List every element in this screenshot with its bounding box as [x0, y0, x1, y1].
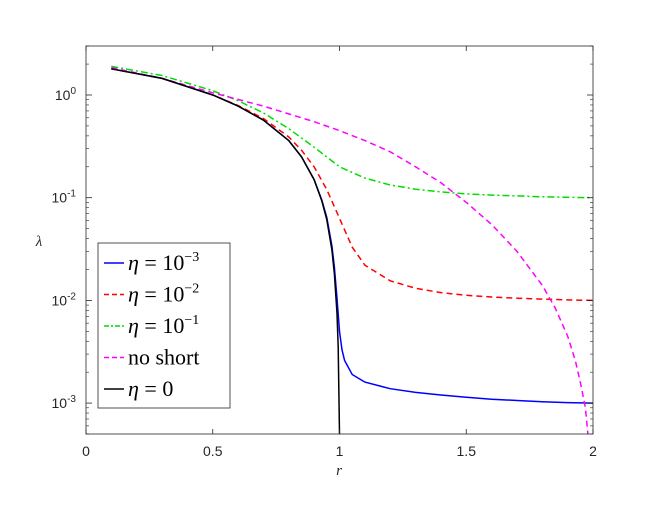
- series-line-4: [111, 66, 589, 434]
- series-line-5: [111, 68, 341, 434]
- legend-label: η = 10−2: [128, 282, 199, 307]
- y-tick-label: 100: [55, 86, 77, 103]
- x-tick-label: 1: [336, 443, 344, 459]
- series-line-3: [111, 65, 593, 199]
- x-tick-label: 2: [589, 443, 597, 459]
- series-line-2: [111, 68, 593, 302]
- axes-layer: 0 0.5 1 1.5 2 100 10-1 10-2 10-3: [52, 45, 597, 459]
- legend-label: η = 0: [128, 376, 173, 401]
- legend-label: η = 10−3: [128, 250, 199, 275]
- legend-label: no short: [128, 345, 200, 370]
- x-tick-label: 0.5: [203, 443, 223, 459]
- x-tick-label: 0: [82, 443, 90, 459]
- y-tick-label: 10-2: [52, 291, 77, 308]
- y-tick-label: 10-3: [52, 394, 77, 411]
- y-axis-label: λ: [35, 234, 43, 250]
- x-axis-label: r: [336, 463, 342, 479]
- y-tick-label: 10-1: [52, 189, 77, 206]
- series-layer: [111, 65, 593, 434]
- x-tick-label: 1.5: [457, 443, 477, 459]
- legend-label: η = 10−1: [128, 313, 199, 338]
- legend: η = 10−3 η = 10−2 η = 10−1 no short η = 0: [97, 242, 231, 409]
